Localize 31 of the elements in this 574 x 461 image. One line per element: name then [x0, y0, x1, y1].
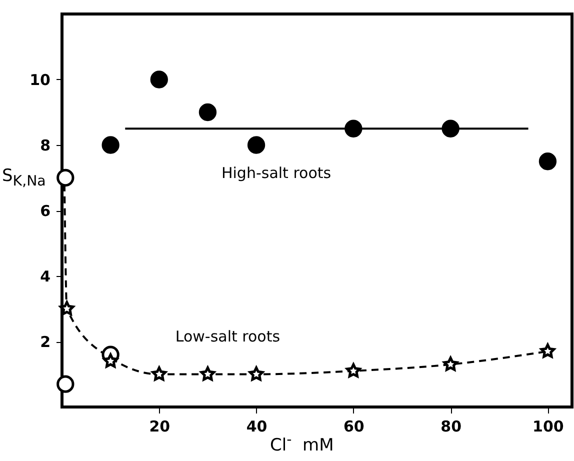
point: [200, 366, 216, 381]
point: [102, 136, 120, 154]
x-tick-label: 100: [532, 418, 564, 436]
y-axis-title: S$_{K,Na}$: [2, 166, 46, 190]
x-axis-title: Cl$^{-}$ mM: [270, 432, 334, 456]
point: [198, 103, 217, 122]
point: [540, 344, 556, 358]
point: [538, 152, 557, 170]
point: [56, 168, 74, 187]
point: [152, 366, 167, 381]
point: [248, 366, 264, 381]
y-tick-label: 2: [40, 333, 50, 351]
point: [344, 120, 362, 138]
series-label: High-salt roots: [221, 164, 332, 182]
y-tick-label: 4: [40, 268, 50, 286]
x-tick-label: 40: [246, 418, 268, 436]
point: [103, 353, 118, 368]
point: [442, 120, 460, 138]
series-label: Low-salt roots: [175, 327, 280, 346]
x-tick-label: 20: [149, 418, 170, 436]
point: [346, 363, 361, 378]
point: [443, 356, 458, 371]
point: [59, 300, 74, 316]
y-tick-label: 8: [40, 136, 50, 154]
x-tick-label: 60: [343, 418, 364, 436]
point: [56, 375, 74, 393]
point: [150, 70, 168, 88]
y-tick-label: 6: [40, 202, 50, 220]
y-tick-label: 10: [30, 71, 50, 89]
point: [247, 136, 266, 154]
x-tick-label: 80: [440, 418, 462, 436]
